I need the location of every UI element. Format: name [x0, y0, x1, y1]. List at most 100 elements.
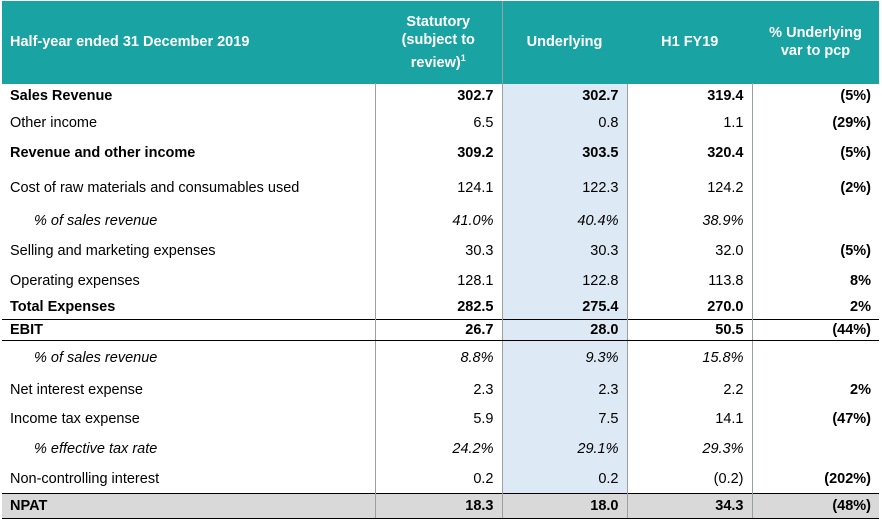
prior-period-value: 15.8% [627, 340, 753, 376]
variance-value [752, 207, 879, 236]
variance-value [752, 341, 879, 376]
table-row: NPAT 18.3 18.0 34.3 (48%) [2, 493, 879, 519]
row-label: Net interest expense [2, 375, 376, 405]
underlying-value: 0.8 [502, 108, 628, 138]
prior-period-value: 38.9% [627, 206, 753, 236]
table-row: Non-controlling interest 0.2 0.2 (0.2) (202%… [2, 464, 879, 494]
prior-period-value: 29.3% [627, 433, 753, 465]
row-label: Sales Revenue [2, 83, 376, 109]
statutory-value: 5.9 [375, 404, 503, 434]
table-row: % of sales revenue 41.0% 40.4% 38.9% [2, 206, 879, 236]
variance-value: (47%) [832, 411, 871, 427]
prior-period-value: 34.3 [627, 493, 753, 519]
underlying-value: 28.0 [502, 319, 628, 341]
variance-value: (44%) [752, 319, 879, 341]
header-prior-period: H1 FY19 [627, 1, 752, 84]
table-header-row: Half-year ended 31 December 2019 Statuto… [2, 1, 879, 84]
prior-period-value: 124.2 [627, 168, 753, 207]
variance-value [752, 434, 879, 465]
variance-value: (202%) [824, 470, 871, 487]
statutory-value: 302.7 [375, 83, 503, 109]
table-row: Cost of raw materials and consumables us… [2, 168, 879, 207]
header-statutory: Statutory (subject to review)1 [375, 1, 503, 84]
row-label: % effective tax rate [2, 433, 376, 465]
row-label: NPAT [2, 493, 376, 519]
underlying-value: 29.1% [502, 433, 628, 465]
statutory-value: 0.2 [375, 464, 503, 494]
row-label: Cost of raw materials and consumables us… [2, 168, 376, 207]
underlying-value: 275.4 [502, 295, 628, 320]
row-label: Revenue and other income [2, 137, 376, 169]
footnote-marker: 1 [460, 52, 466, 63]
table-row: EBIT 26.7 28.0 50.5 (44%) [2, 319, 879, 341]
header-variance-line1: % Underlying [769, 25, 862, 41]
variance-value: 2% [850, 299, 871, 316]
table-row: Operating expenses 128.1 122.8 113.8 8% [2, 266, 879, 296]
financial-results-table: Half-year ended 31 December 2019 Statuto… [2, 1, 879, 519]
variance-value: (48%) [752, 493, 879, 519]
statutory-value: 30.3 [375, 235, 503, 267]
statutory-value: 41.0% [375, 206, 503, 236]
table-row: % of sales revenue 8.8% 9.3% 15.8% [2, 340, 879, 376]
row-label: Non-controlling interest [2, 464, 376, 494]
variance-value: (2%) [840, 179, 871, 196]
prior-period-value: 113.8 [627, 266, 753, 296]
variance-value: 2% [850, 382, 871, 398]
table-row: Income tax expense 5.9 7.5 14.1 (47%) [2, 404, 879, 434]
row-label: Income tax expense [2, 404, 376, 434]
underlying-value: 18.0 [502, 493, 628, 519]
row-label: % of sales revenue [2, 340, 376, 376]
table-row: Sales Revenue 302.7 302.7 319.4 (5%) [2, 83, 879, 109]
header-statutory-line2: (subject to [401, 31, 475, 48]
row-label: Total Expenses [2, 295, 376, 320]
statutory-value: 128.1 [375, 266, 503, 296]
variance-value: (5%) [840, 243, 871, 259]
statutory-value: 8.8% [375, 340, 503, 376]
underlying-value: 122.8 [502, 266, 628, 296]
prior-period-value: 32.0 [627, 235, 753, 267]
underlying-value: 302.7 [502, 83, 628, 109]
prior-period-value: 14.1 [627, 404, 753, 434]
row-label: Other income [2, 108, 376, 138]
statutory-value: 26.7 [375, 319, 503, 341]
statutory-value: 6.5 [375, 108, 503, 138]
header-statutory-line3: review) [410, 54, 461, 71]
prior-period-value: 270.0 [627, 295, 753, 320]
underlying-value: 30.3 [502, 235, 628, 267]
underlying-value: 7.5 [502, 404, 628, 434]
row-label: EBIT [2, 319, 376, 341]
underlying-value: 122.3 [502, 168, 628, 207]
statutory-value: 309.2 [375, 137, 503, 169]
statutory-value: 18.3 [375, 493, 503, 519]
header-variance: % Underlying var to pcp [752, 1, 879, 84]
header-statutory-line1: Statutory [406, 13, 471, 30]
row-label: Operating expenses [2, 266, 376, 296]
underlying-value: 303.5 [502, 137, 628, 169]
prior-period-value: 1.1 [627, 108, 753, 138]
prior-period-value: 319.4 [627, 83, 753, 109]
variance-value: 8% [850, 273, 871, 289]
table-row: Total Expenses 282.5 275.4 270.0 2% [2, 295, 879, 320]
row-label: Selling and marketing expenses [2, 235, 376, 267]
table-body: Sales Revenue 302.7 302.7 319.4 (5%) Other in… [2, 83, 879, 519]
statutory-value: 124.1 [375, 168, 503, 207]
underlying-value: 40.4% [502, 206, 628, 236]
prior-period-value: 320.4 [627, 137, 753, 169]
variance-value: (29%) [832, 115, 871, 131]
statutory-value: 2.3 [375, 375, 503, 405]
underlying-value: 2.3 [502, 375, 628, 405]
underlying-value: 9.3% [502, 340, 628, 376]
header-period: Half-year ended 31 December 2019 [2, 1, 375, 84]
variance-value: (5%) [840, 145, 871, 161]
variance-value: (5%) [840, 88, 871, 105]
table-row: Net interest expense 2.3 2.3 2.2 2% [2, 375, 879, 405]
statutory-value: 282.5 [375, 295, 503, 320]
table-row: Other income 6.5 0.8 1.1 (29%) [2, 108, 879, 138]
prior-period-value: 50.5 [627, 319, 753, 341]
prior-period-value: 2.2 [627, 375, 753, 405]
row-label: % of sales revenue [2, 206, 376, 236]
table-row: % effective tax rate 24.2% 29.1% 29.3% [2, 433, 879, 465]
statutory-value: 24.2% [375, 433, 503, 465]
header-underlying: Underlying [502, 1, 628, 84]
header-variance-line2: var to pcp [780, 43, 851, 59]
